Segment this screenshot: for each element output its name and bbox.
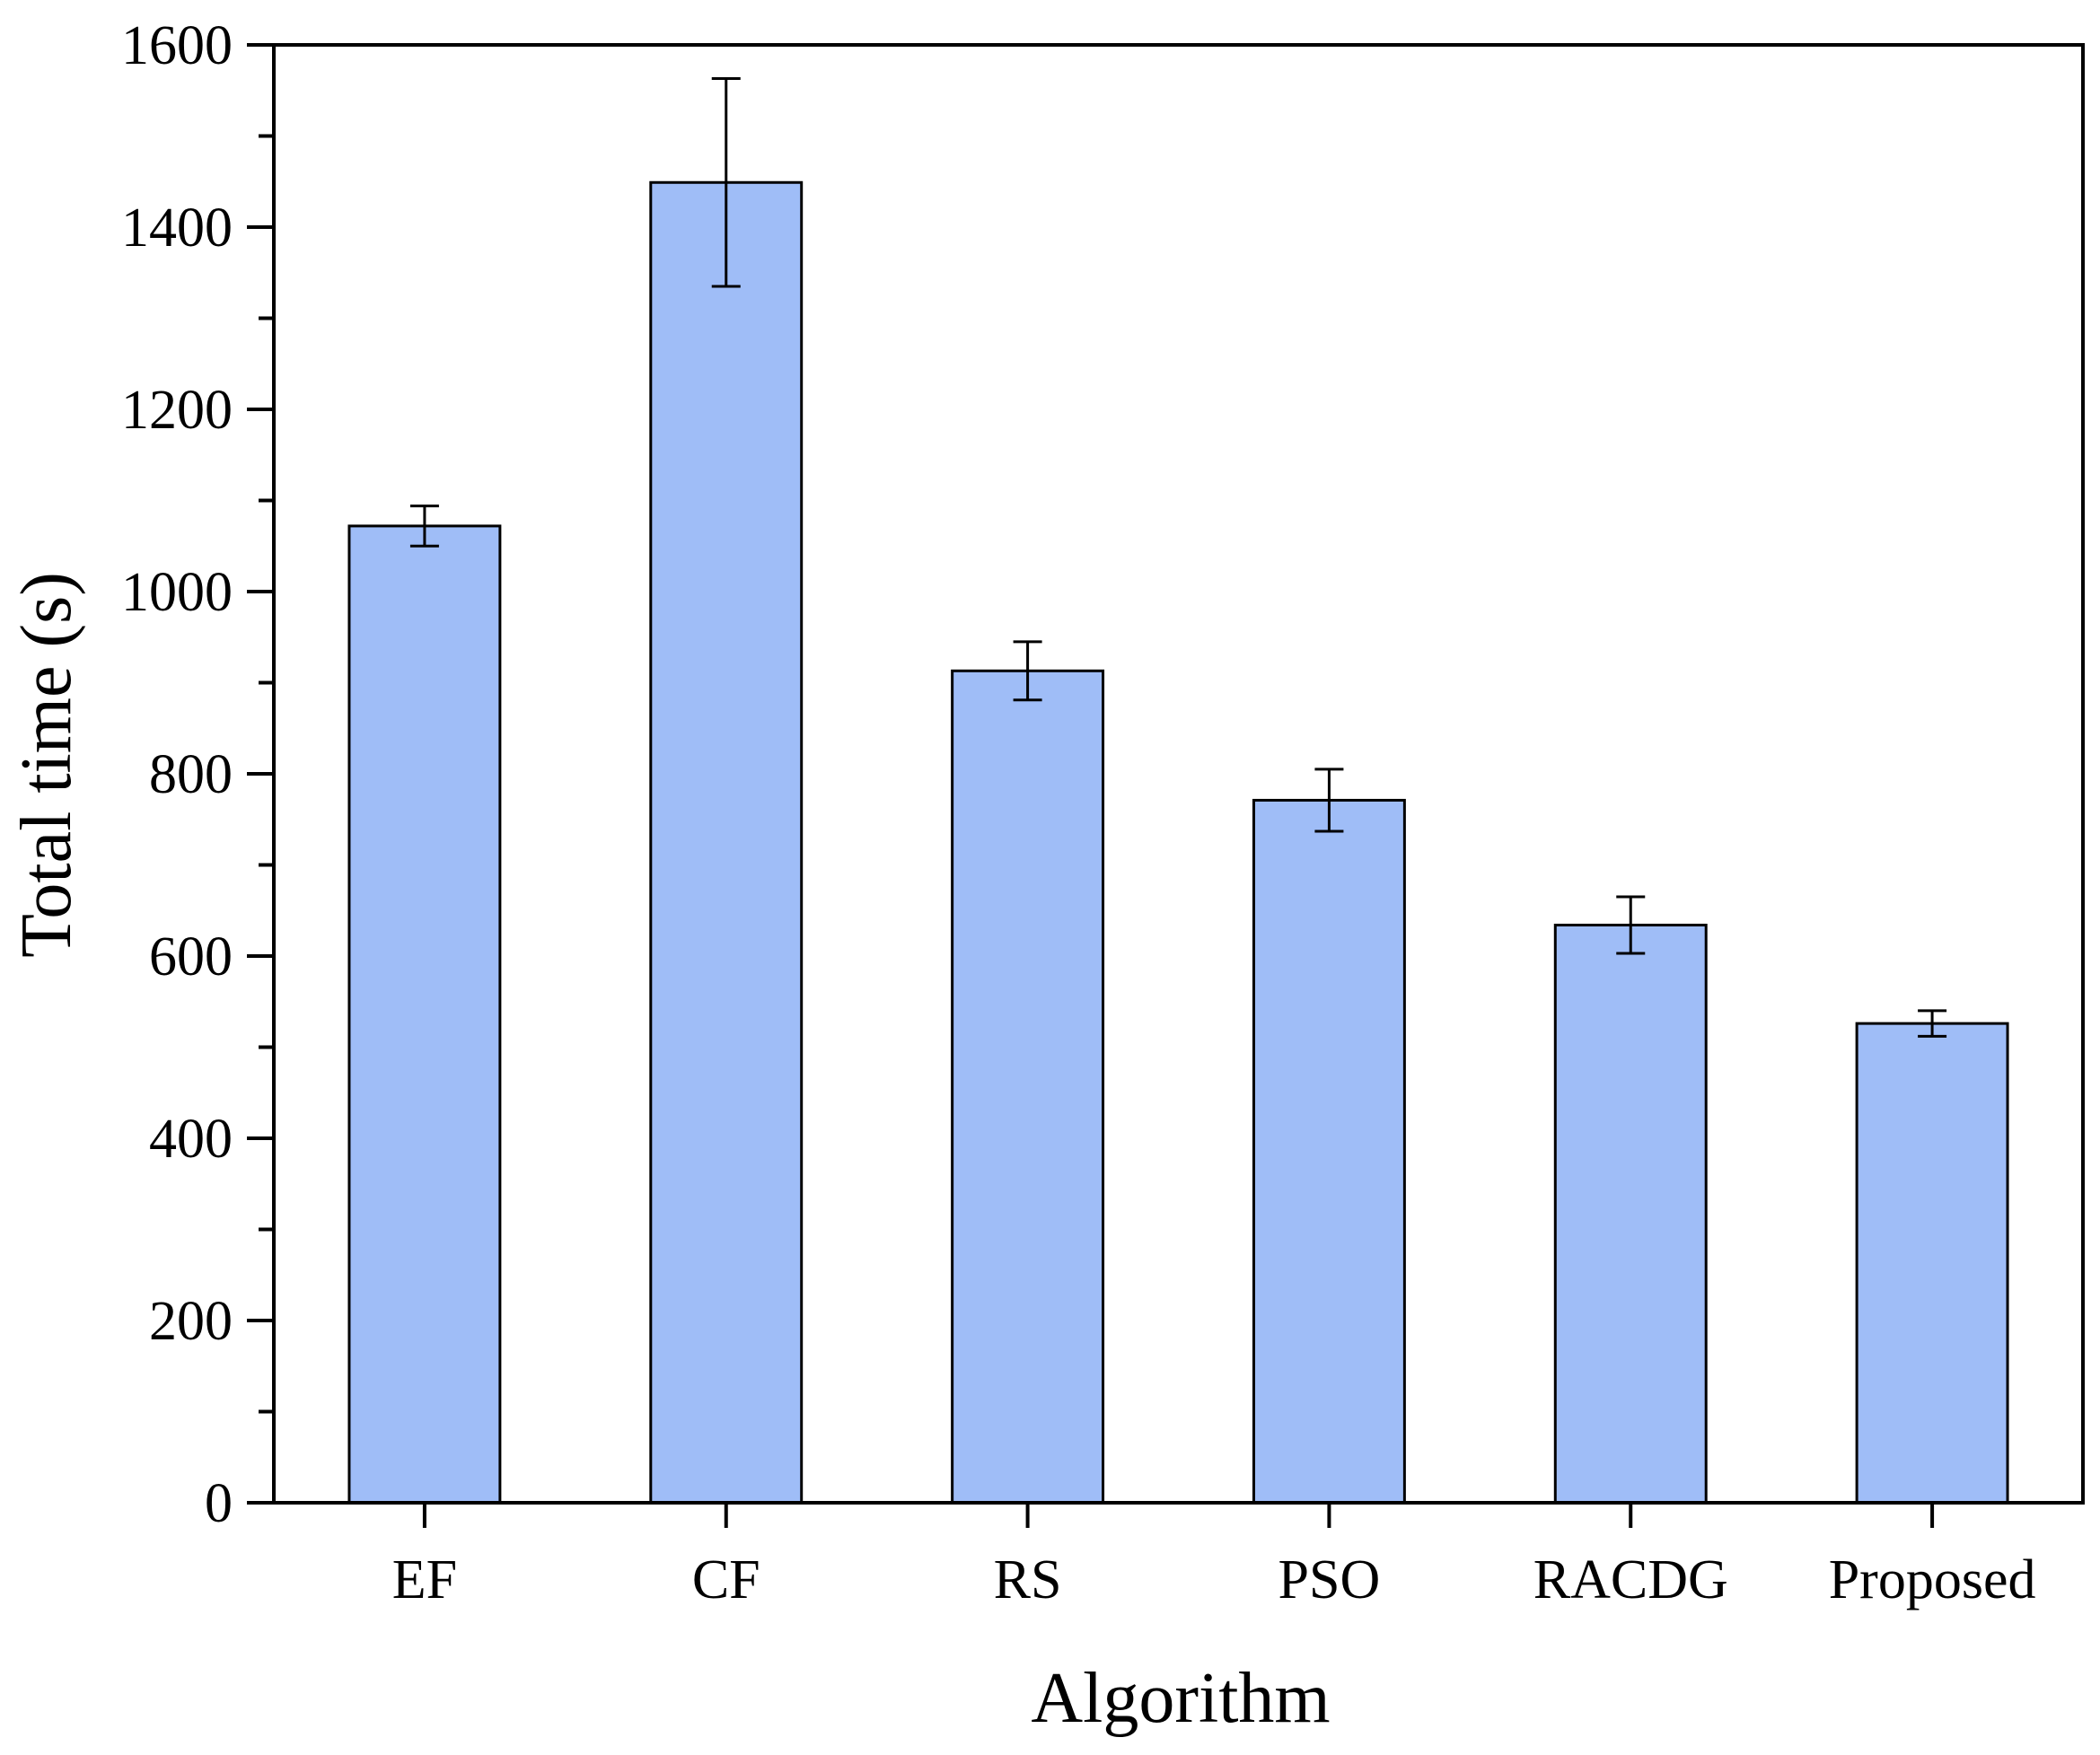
error-bars-layer <box>409 77 1947 1038</box>
bar-proposed <box>1855 1022 2009 1505</box>
plot-frame <box>272 43 2085 1505</box>
y-tick-label-800: 800 <box>149 744 233 805</box>
labels-layer: EF CF RS PSO RACDG Proposed 0 200 400 600 800 1000 1… <box>121 15 2035 1610</box>
x-tick-label-racdg: RACDG <box>1533 1549 1728 1610</box>
bar-cf <box>649 180 804 1505</box>
x-axis-title: Algorithm <box>1031 1659 1330 1738</box>
error-bar-pso <box>1314 768 1344 833</box>
error-bar-cf <box>711 77 741 288</box>
error-bar-proposed <box>1918 1009 1947 1038</box>
x-tick-label-proposed: Proposed <box>1829 1549 2036 1610</box>
x-tick-label-ef: EF <box>392 1549 457 1610</box>
y-tick-label-1000: 1000 <box>121 562 233 623</box>
bar-pso <box>1252 798 1406 1505</box>
y-tick-label-1600: 1600 <box>121 15 233 76</box>
y-tick-label-600: 600 <box>149 926 233 987</box>
axes-layer <box>247 43 2085 1528</box>
y-tick-label-1400: 1400 <box>121 197 233 259</box>
x-tick-label-pso: PSO <box>1278 1549 1381 1610</box>
x-tick-label-rs: RS <box>994 1549 1062 1610</box>
error-bar-rs <box>1013 640 1042 702</box>
y-tick-label-0: 0 <box>205 1473 233 1534</box>
y-tick-label-200: 200 <box>149 1291 233 1352</box>
bars-layer <box>347 180 2009 1505</box>
x-tick-label-cf: CF <box>692 1549 760 1610</box>
error-bar-racdg <box>1616 895 1646 955</box>
y-tick-label-1200: 1200 <box>121 380 233 441</box>
y-tick-label-400: 400 <box>149 1109 233 1170</box>
bar-racdg <box>1553 923 1708 1505</box>
y-axis-title: Total time (s) <box>7 572 86 958</box>
error-bar-ef <box>409 505 439 548</box>
bar-ef <box>347 524 502 1505</box>
bar-rs <box>951 669 1105 1505</box>
